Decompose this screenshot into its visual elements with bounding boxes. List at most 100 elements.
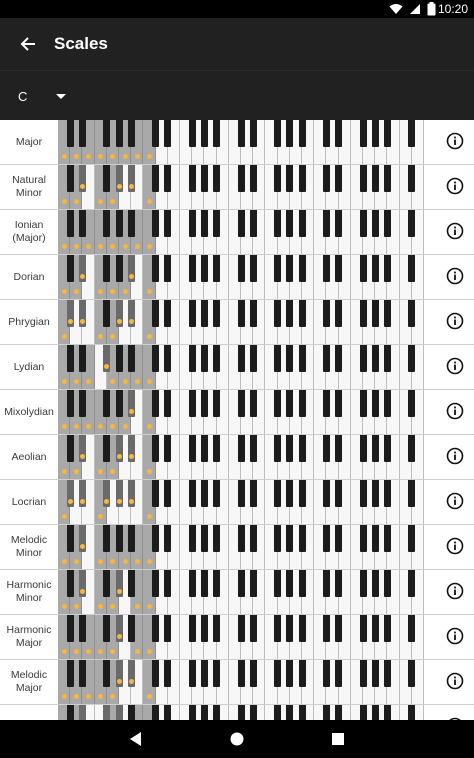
black-key <box>274 660 282 687</box>
black-key <box>200 570 208 597</box>
black-key <box>286 390 294 417</box>
black-key <box>127 255 135 282</box>
black-key <box>127 480 135 507</box>
note-dot <box>147 199 152 204</box>
note-dot <box>116 499 122 504</box>
black-key <box>298 480 306 507</box>
nav-home-button[interactable] <box>227 729 247 749</box>
key-dropdown[interactable]: C <box>18 85 66 107</box>
scale-info-button[interactable] <box>446 717 464 720</box>
note-dot <box>147 379 152 384</box>
black-key <box>371 570 379 597</box>
black-key <box>359 345 367 372</box>
scale-info-button[interactable] <box>446 672 464 690</box>
black-key <box>371 615 379 642</box>
black-key <box>298 435 306 462</box>
black-key <box>66 660 74 687</box>
black-key <box>249 120 257 147</box>
scale-row[interactable]: Natural Minor <box>0 165 474 210</box>
note-dot <box>73 289 79 294</box>
scale-name: Melodic Major <box>10 669 48 694</box>
black-key <box>249 390 257 417</box>
black-key <box>359 165 367 192</box>
note-dot <box>73 244 79 249</box>
navigation-bar <box>0 720 474 758</box>
scale-row[interactable]: Hungarian <box>0 705 474 720</box>
black-key <box>213 300 221 327</box>
scale-info-button[interactable] <box>446 357 464 375</box>
nav-recents-button[interactable] <box>328 729 348 749</box>
black-key <box>298 660 306 687</box>
nav-back-button[interactable] <box>126 729 146 749</box>
scale-info-button[interactable] <box>446 132 464 150</box>
scale-row[interactable]: Harmonic Major <box>0 615 474 660</box>
scale-row[interactable]: Melodic Minor <box>0 525 474 570</box>
black-key <box>152 525 160 552</box>
scale-name: Natural Minor <box>12 174 46 199</box>
info-icon <box>449 717 461 720</box>
black-key <box>237 345 245 372</box>
scale-row[interactable]: Melodic Major <box>0 660 474 705</box>
scale-info-button[interactable] <box>446 267 464 285</box>
scale-row[interactable]: Phrygian <box>0 300 474 345</box>
scale-name: Lydian <box>13 360 45 373</box>
black-key <box>371 390 379 417</box>
black-key <box>127 570 135 597</box>
note-dot <box>61 334 67 339</box>
black-key <box>383 390 391 417</box>
key-dropdown-value: C <box>18 88 28 104</box>
scale-info-button[interactable] <box>446 492 464 510</box>
scale-info-button[interactable] <box>446 447 464 465</box>
black-key <box>127 705 135 720</box>
note-dot <box>79 544 85 549</box>
black-key <box>200 615 208 642</box>
scale-row[interactable]: Harmonic Minor <box>0 570 474 615</box>
scale-row[interactable]: Locrian <box>0 480 474 525</box>
scale-row[interactable]: Dorian <box>0 255 474 300</box>
black-key <box>200 210 208 237</box>
scale-row[interactable]: Lydian <box>0 345 474 390</box>
black-key <box>274 300 282 327</box>
black-key <box>237 165 245 192</box>
black-key <box>408 210 416 237</box>
black-key <box>322 525 330 552</box>
note-dot <box>147 424 152 429</box>
scale-info-button[interactable] <box>446 627 464 645</box>
black-key <box>127 210 135 237</box>
note-dot <box>134 379 140 384</box>
black-key <box>286 210 294 237</box>
piano-keyboard <box>58 165 425 209</box>
scale-row[interactable]: Mixolydian <box>0 390 474 435</box>
note-dot <box>86 694 91 699</box>
scale-info-button[interactable] <box>446 582 464 600</box>
note-dot <box>73 649 79 654</box>
scale-row[interactable]: Ionian (Major) <box>0 210 474 255</box>
back-button[interactable] <box>14 30 42 58</box>
scale-info-button[interactable] <box>446 177 464 195</box>
scale-row[interactable]: Major <box>0 120 474 165</box>
black-key <box>164 120 172 147</box>
black-key <box>286 570 294 597</box>
black-key <box>127 120 135 147</box>
info-icon <box>446 222 464 240</box>
scale-info-button[interactable] <box>446 402 464 420</box>
scale-info-button[interactable] <box>446 222 464 240</box>
black-key <box>274 165 282 192</box>
scale-info-button[interactable] <box>446 537 464 555</box>
black-key <box>371 435 379 462</box>
black-key <box>383 705 391 720</box>
info-icon <box>446 492 464 510</box>
black-key <box>103 210 111 237</box>
black-key <box>152 345 160 372</box>
black-key <box>249 435 257 462</box>
nav-recents-icon <box>332 733 344 745</box>
note-dot <box>128 184 134 189</box>
scale-name: Mixolydian <box>4 405 54 418</box>
scale-row[interactable]: Aeolian <box>0 435 474 480</box>
black-key <box>335 120 343 147</box>
black-key <box>359 435 367 462</box>
black-key <box>274 615 282 642</box>
black-key <box>249 165 257 192</box>
black-key <box>237 435 245 462</box>
scale-info-button[interactable] <box>446 312 464 330</box>
